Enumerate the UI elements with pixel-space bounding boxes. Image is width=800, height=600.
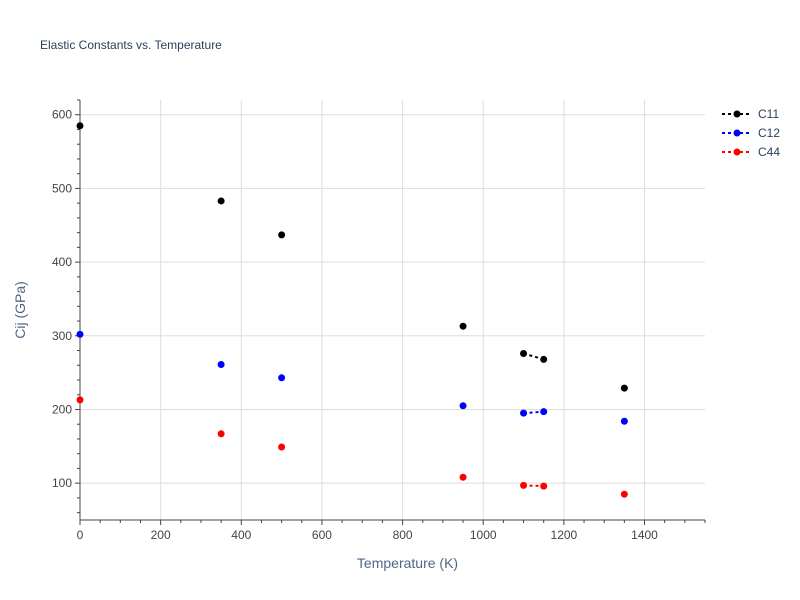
data-point bbox=[620, 490, 628, 498]
series-c44 bbox=[76, 396, 628, 498]
data-point bbox=[278, 443, 286, 451]
data-point bbox=[540, 408, 548, 416]
y-axis-title: Cij (GPa) bbox=[12, 281, 28, 339]
x-tick-label: 200 bbox=[151, 528, 171, 542]
data-point bbox=[620, 384, 628, 392]
data-point bbox=[217, 361, 225, 369]
x-tick-label: 1200 bbox=[551, 528, 578, 542]
legend-label-c44: C44 bbox=[758, 145, 780, 159]
y-tick-label: 500 bbox=[52, 181, 72, 195]
data-point bbox=[278, 231, 286, 239]
data-point bbox=[76, 122, 84, 130]
data-point bbox=[76, 330, 84, 338]
series-c11 bbox=[76, 122, 628, 392]
x-tick-label: 0 bbox=[77, 528, 84, 542]
series-c12 bbox=[76, 330, 628, 425]
x-tick-label: 600 bbox=[312, 528, 332, 542]
data-point bbox=[620, 417, 628, 425]
gridlines bbox=[80, 100, 705, 520]
data-point bbox=[459, 473, 467, 481]
y-tick-label: 400 bbox=[52, 255, 72, 269]
x-axis-title: Temperature (K) bbox=[357, 555, 458, 571]
data-point bbox=[520, 481, 528, 489]
legend-marker-c12 bbox=[733, 129, 741, 137]
data-point bbox=[217, 430, 225, 438]
legend-marker-c44 bbox=[733, 148, 741, 156]
x-tick-label: 400 bbox=[231, 528, 251, 542]
y-tick-label: 200 bbox=[52, 402, 72, 416]
y-tick-label: 300 bbox=[52, 329, 72, 343]
data-point bbox=[520, 409, 528, 417]
x-tick-label: 1400 bbox=[631, 528, 658, 542]
y-tick-label: 100 bbox=[52, 476, 72, 490]
data-point bbox=[76, 396, 84, 404]
data-point bbox=[540, 355, 548, 363]
x-tick-label: 800 bbox=[393, 528, 413, 542]
data-point bbox=[278, 374, 286, 382]
data-point bbox=[217, 197, 225, 205]
legend-label-c11: C11 bbox=[758, 107, 779, 121]
chart-title: Elastic Constants vs. Temperature bbox=[40, 38, 222, 52]
data-point bbox=[459, 322, 467, 330]
legend: C11 C12 C44 bbox=[722, 107, 780, 159]
data-point bbox=[459, 402, 467, 410]
data-point bbox=[520, 349, 528, 357]
legend-marker-c11 bbox=[733, 110, 741, 118]
data-point bbox=[540, 482, 548, 490]
x-tick-label: 1000 bbox=[470, 528, 497, 542]
legend-label-c12: C12 bbox=[758, 126, 780, 140]
y-tick-label: 600 bbox=[52, 108, 72, 122]
